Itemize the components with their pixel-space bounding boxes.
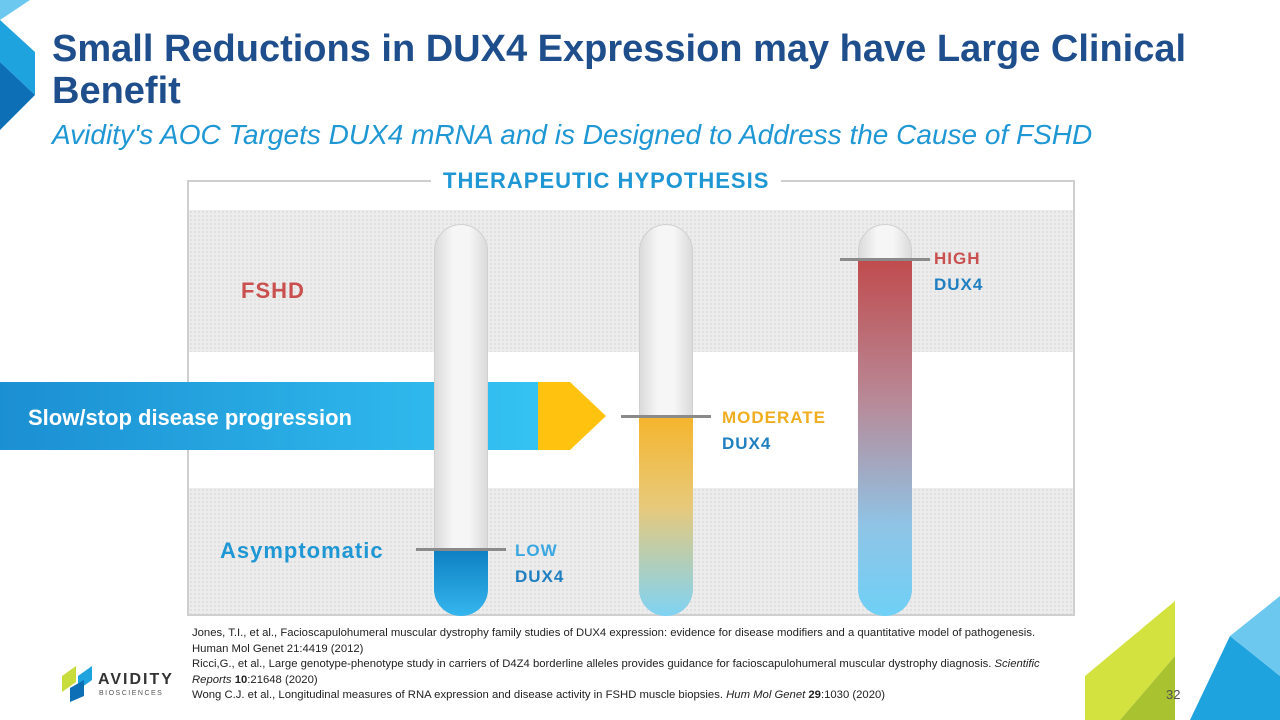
- avidity-logo-icon: [62, 666, 92, 702]
- progression-label: Slow/stop disease progression: [28, 405, 352, 430]
- tube-moderate-fill: [639, 416, 693, 616]
- logo-name: AVIDITY: [98, 671, 174, 688]
- level-label-low: LOW DUX4: [515, 538, 564, 590]
- bottom-right-decoration: [1085, 596, 1280, 720]
- level-label-moderate: MODERATE DUX4: [722, 405, 826, 457]
- tube-low-fill: [434, 549, 488, 616]
- asymptomatic-band: [189, 488, 1073, 614]
- marker-low: [416, 548, 506, 551]
- tube-low: [434, 224, 488, 616]
- page-number: 32: [1166, 687, 1181, 702]
- fshd-band: [189, 210, 1073, 352]
- references: Jones, T.I., et al., Facioscapulohumeral…: [192, 626, 1072, 704]
- marker-moderate: [621, 415, 711, 418]
- dux4-word-low: DUX4: [515, 567, 565, 586]
- dux4-word-moderate: DUX4: [722, 434, 772, 453]
- reference-2: Ricci,G., et al., Large genotype-phenoty…: [192, 658, 1040, 686]
- level-label-high: HIGH DUX4: [934, 246, 983, 298]
- fshd-label: FSHD: [241, 278, 305, 303]
- level-word-moderate: MODERATE: [722, 408, 827, 427]
- dux4-word-high: DUX4: [934, 275, 984, 294]
- logo-subtitle: BIOSCIENCES: [99, 690, 164, 697]
- level-word-high: HIGH: [934, 249, 981, 268]
- reference-3: Wong C.J. et al., Longitudinal measures …: [192, 689, 886, 701]
- asymptomatic-label: Asymptomatic: [220, 538, 384, 563]
- slide-title: Small Reductions in DUX4 Expression may …: [52, 28, 1187, 112]
- diagram-heading: THERAPEUTIC HYPOTHESIS: [431, 168, 782, 194]
- marker-high: [840, 258, 930, 261]
- tube-high: [858, 224, 912, 616]
- level-word-low: LOW: [515, 541, 558, 560]
- reference-1: Jones, T.I., et al., Facioscapulohumeral…: [192, 627, 1036, 655]
- tube-moderate: [639, 224, 693, 616]
- tube-high-fill: [858, 259, 912, 616]
- top-left-decoration: [0, 0, 35, 130]
- slide-subtitle: Avidity's AOC Targets DUX4 mRNA and is D…: [52, 119, 1093, 150]
